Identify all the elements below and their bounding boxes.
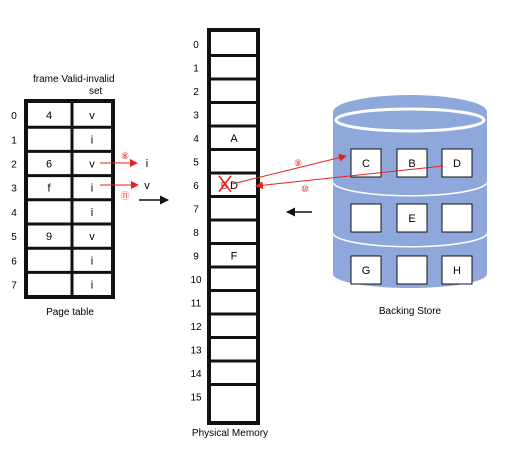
- page-valid-bit: v: [89, 231, 95, 243]
- page-valid-bit: i: [91, 280, 93, 292]
- memory-frame-number: 1: [193, 63, 199, 74]
- backing-store-page: E: [408, 213, 415, 225]
- page-table-header-set: set: [89, 86, 103, 97]
- memory-frame-number: 10: [190, 275, 202, 286]
- memory-frame-number: 7: [193, 204, 199, 215]
- page-valid-bit: i: [91, 207, 93, 219]
- step-8-label: ⑧: [121, 151, 129, 161]
- disk-lid: [333, 95, 487, 129]
- backing-store-caption: Backing Store: [379, 306, 442, 317]
- memory-frame-content: A: [230, 133, 238, 145]
- backing-store-slot: [350, 203, 382, 233]
- page-frame-value: 4: [46, 110, 52, 122]
- backing-store: C B D E G H Backing Store: [331, 95, 489, 317]
- memory-frame-number: 11: [191, 298, 202, 309]
- page-table-caption: Page table: [46, 307, 94, 318]
- page-frame-value: f: [47, 183, 51, 195]
- backing-store-page: H: [453, 265, 461, 277]
- page-table-rows: 0 4 v 1 i 2 6 v 3 f i 4 i 5 9 v 6 i 7 i: [11, 110, 111, 292]
- swap-in-arrow: [255, 165, 444, 190]
- page-table-header: frame Valid-invalid: [33, 74, 115, 85]
- swap-out-step: ⑨: [294, 158, 302, 168]
- memory-frame-number: 5: [193, 157, 199, 168]
- memory-frame: [207, 28, 260, 425]
- backing-store-cells: C B D E G H: [350, 148, 473, 285]
- memory-frame-number: 15: [190, 392, 202, 403]
- cross-out-mark: [218, 175, 232, 193]
- backing-store-slot: [441, 203, 473, 233]
- memory-rows: 01234A56D789F101112131415B: [190, 40, 256, 403]
- page-index-4: 4: [11, 208, 17, 219]
- disk-lid-ring: [334, 107, 486, 133]
- page-index-1: 1: [11, 135, 17, 146]
- swap-arrows: ⑨ ⑩: [231, 153, 444, 194]
- memory-frame-number: 6: [193, 181, 199, 192]
- page-valid-bit: v: [89, 159, 95, 171]
- memory-frame-number: 14: [190, 369, 202, 380]
- memory-frame-number: 4: [193, 134, 199, 145]
- backing-store-slot: [350, 255, 382, 285]
- page-index-3: 3: [11, 184, 17, 195]
- memory-caption: Physical Memory: [192, 428, 268, 439]
- backing-store-page: G: [362, 265, 371, 277]
- backing-store-slot: [441, 255, 473, 285]
- page-index-0: 0: [11, 111, 17, 122]
- evicted-page-label: B: [221, 181, 228, 192]
- memory-frame-number: 2: [193, 87, 199, 98]
- page-frame-value: 6: [46, 159, 52, 171]
- page-index-2: 2: [11, 160, 17, 171]
- memory-frame-number: 9: [193, 251, 199, 262]
- backing-store-slot: [350, 148, 382, 178]
- memory-frame-number: 12: [190, 322, 202, 333]
- new-bit-row-2: i: [146, 158, 148, 170]
- page-valid-bit: i: [91, 134, 93, 146]
- memory-frame-content: D: [230, 180, 238, 192]
- swap-out-arrow: [231, 153, 347, 185]
- new-bit-row-3: v: [144, 180, 150, 192]
- swap-in-step: ⑩: [301, 184, 309, 194]
- step-11-label: ⑪: [120, 191, 129, 201]
- backing-store-page: C: [362, 158, 370, 170]
- page-table: frame Valid-invalid set 0 4 v 1 i 2 6 v 3 f i 4 i 5 9 v…: [11, 74, 150, 318]
- page-valid-bit: i: [91, 183, 93, 195]
- backing-store-slot: [396, 148, 428, 178]
- memory-frame-number: 3: [193, 110, 199, 121]
- page-index-5: 5: [11, 232, 17, 243]
- backing-store-slot: [396, 203, 428, 233]
- memory-frame-content: F: [231, 250, 238, 262]
- physical-memory: 01234A56D789F101112131415B Physical Memo…: [190, 28, 268, 439]
- page-table-change-row-3: ⑪ v: [100, 180, 150, 201]
- memory-frame-number: 8: [193, 228, 199, 239]
- page-valid-bit: i: [91, 255, 93, 267]
- page-index-7: 7: [11, 281, 17, 292]
- page-valid-bit: v: [89, 110, 95, 122]
- page-frame-value: 9: [46, 231, 52, 243]
- backing-store-page: B: [408, 158, 415, 170]
- backing-store-slot: [396, 255, 428, 285]
- page-index-6: 6: [11, 256, 17, 267]
- page-table-change-row-2: ⑧ i: [100, 151, 148, 170]
- memory-frame-number: 13: [190, 345, 202, 356]
- backing-store-slot: [441, 148, 473, 178]
- backing-store-page: D: [453, 158, 461, 170]
- memory-frame-number: 0: [193, 40, 199, 51]
